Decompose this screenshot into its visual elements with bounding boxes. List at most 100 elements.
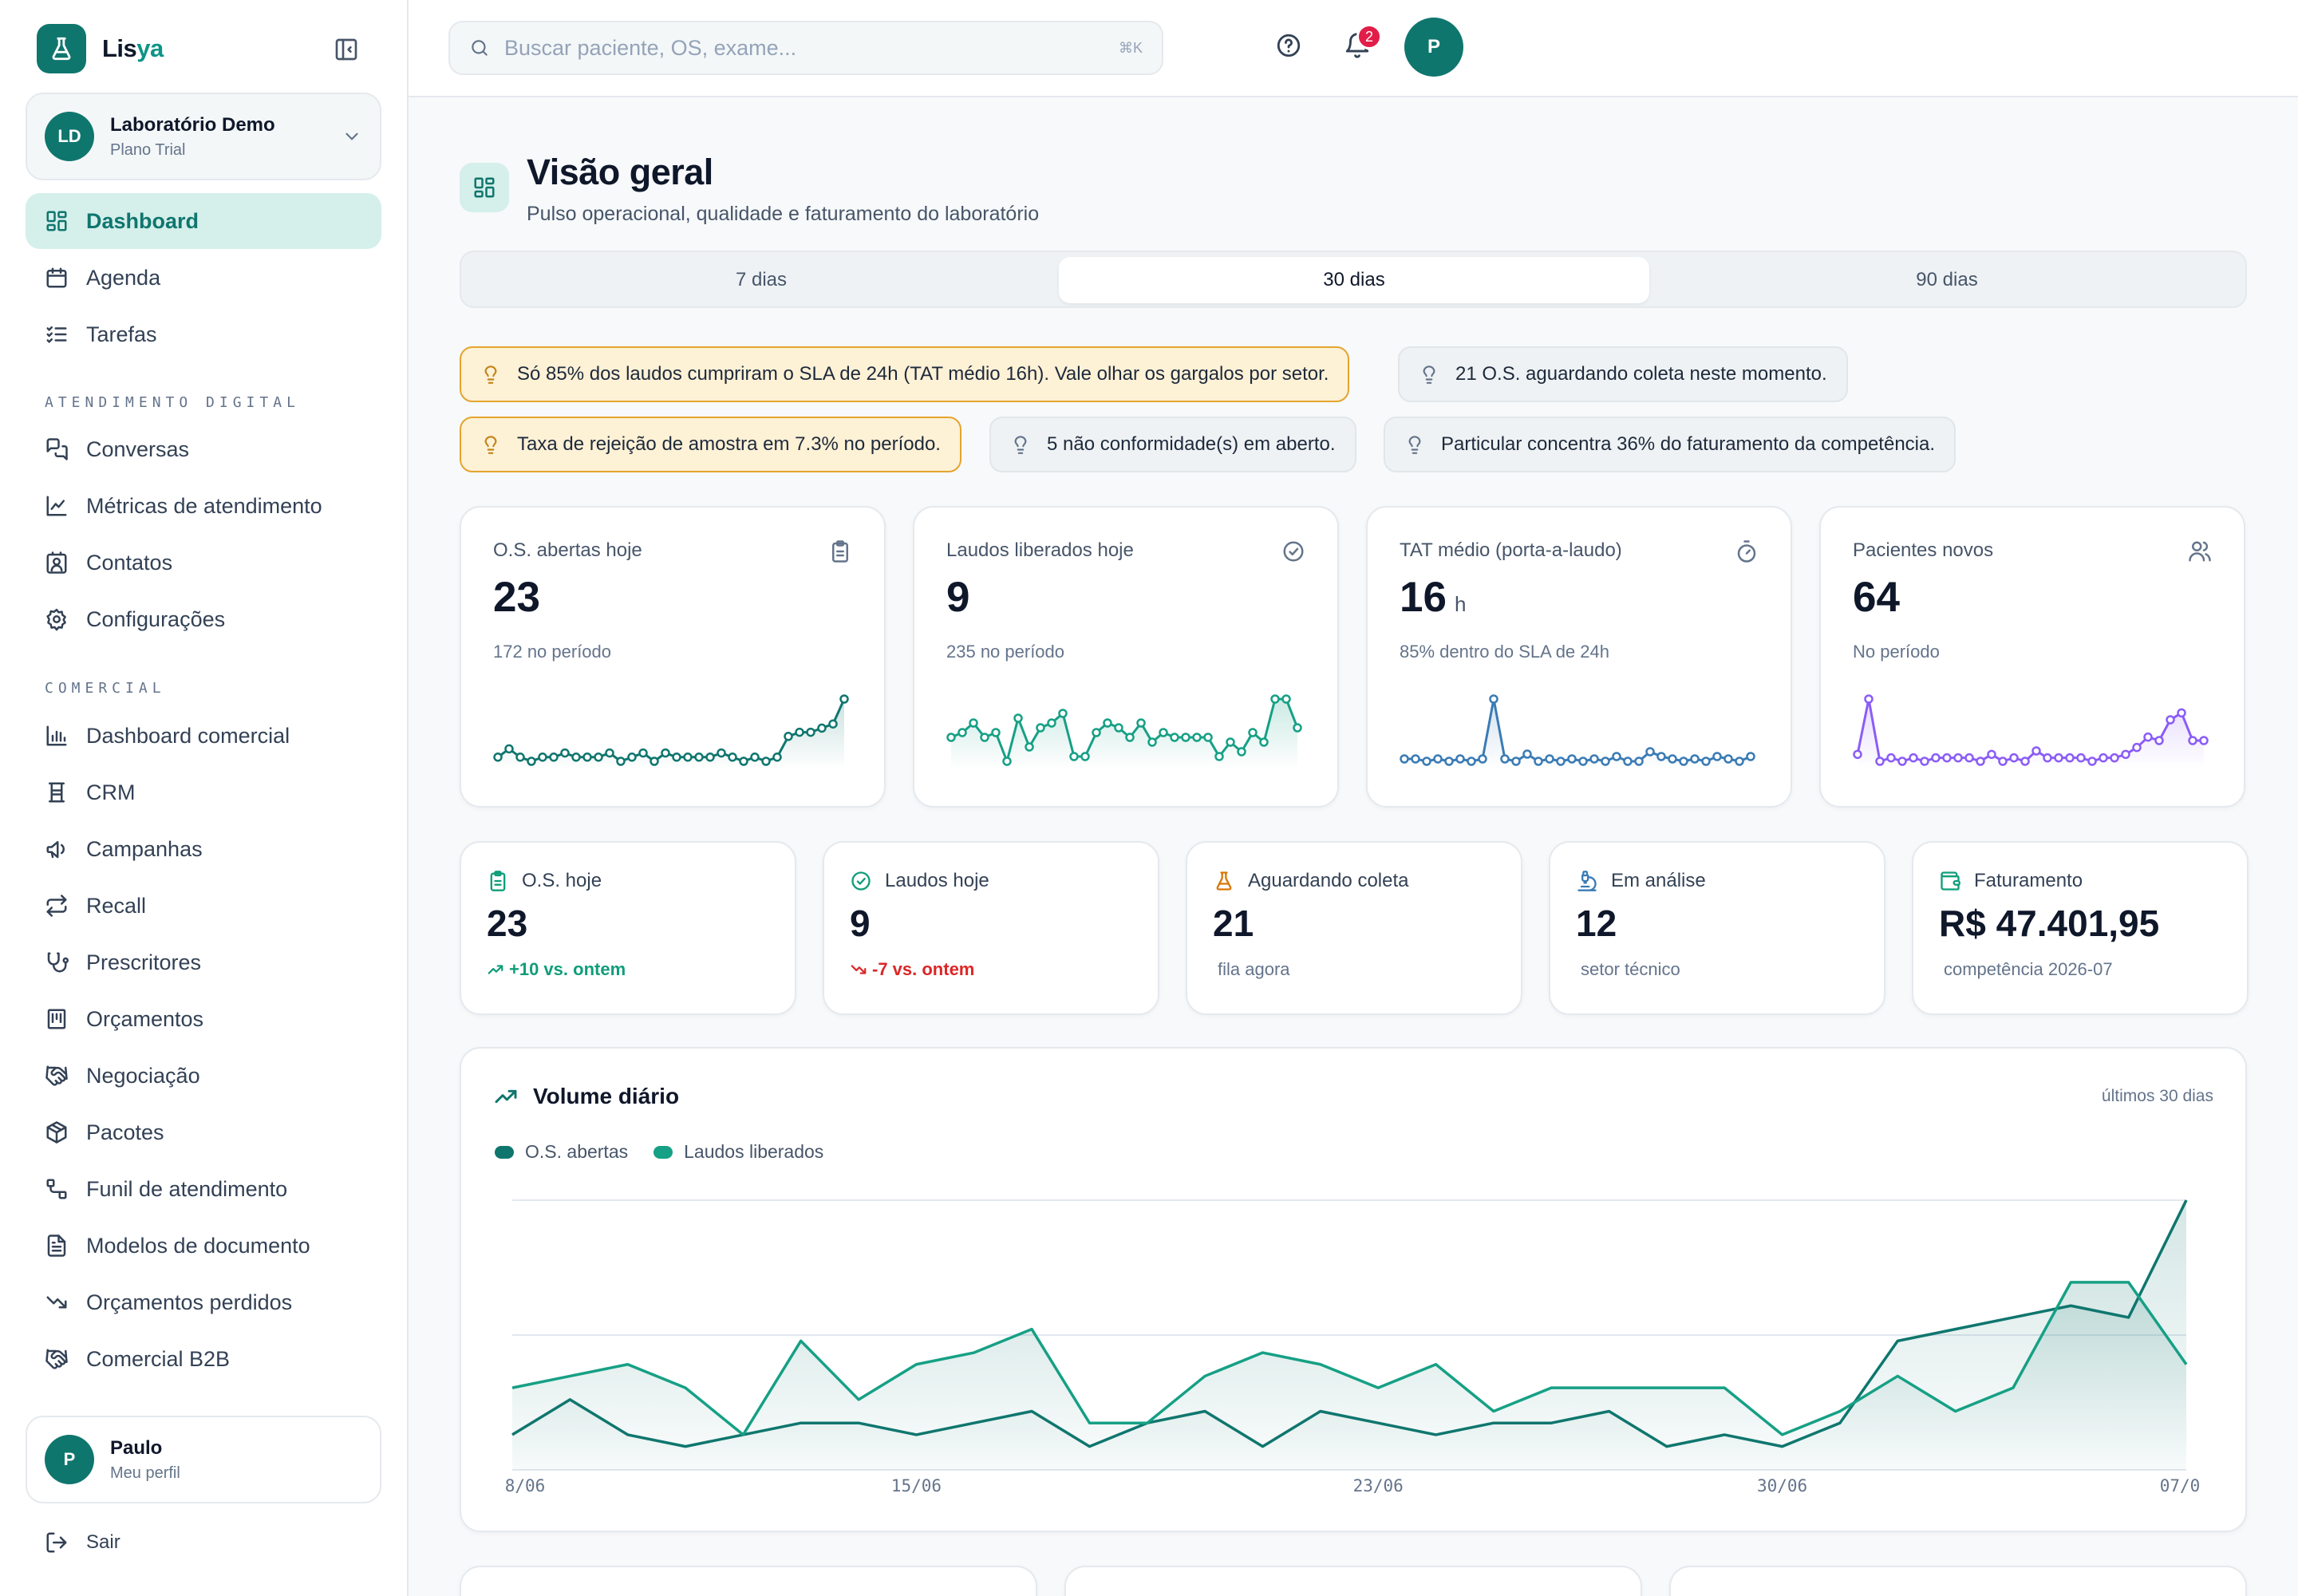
- sidebar-item-label: Dashboard: [86, 208, 199, 233]
- package-icon: [46, 1121, 67, 1144]
- sidebar-item-recall[interactable]: Recall: [26, 878, 381, 934]
- help-icon[interactable]: [1275, 32, 1302, 63]
- sidebar-item-agenda[interactable]: Agenda: [26, 250, 381, 306]
- sparkline-point: [1886, 753, 1896, 763]
- insight-alert-text: 21 O.S. aguardando coleta neste momento.: [1455, 363, 1827, 385]
- sparkline-point: [828, 719, 838, 729]
- insight-alert: Só 85% dos laudos cumpriram o SLA de 24h…: [460, 346, 1350, 402]
- kpi-value: 64: [1853, 574, 1900, 621]
- sparkline-point: [1293, 723, 1302, 733]
- insight-alert-text: Só 85% dos laudos cumpriram o SLA de 24h…: [517, 363, 1329, 385]
- users-icon: [2189, 541, 2211, 562]
- check-circle-icon: [1283, 541, 1304, 562]
- tab-30-dias[interactable]: 30 dias: [1059, 257, 1649, 303]
- sidebar-item-configuracoes[interactable]: Configurações: [26, 591, 381, 647]
- insight-alert-text: Particular concentra 36% do faturamento …: [1441, 433, 1936, 455]
- profile-card[interactable]: P Paulo Meu perfil: [26, 1416, 381, 1503]
- brand[interactable]: Lisya: [37, 24, 164, 73]
- org-switcher[interactable]: LD Laboratório Demo Plano Trial: [26, 93, 381, 180]
- checklist-icon: [46, 326, 67, 343]
- sparkline-point: [2154, 736, 2164, 745]
- sparkline-point: [683, 753, 693, 762]
- sparkline-point: [1931, 753, 1941, 763]
- sparkline-point: [1080, 752, 1090, 761]
- sidebar-item-label: Dashboard comercial: [86, 723, 290, 748]
- user-avatar[interactable]: P: [1404, 18, 1463, 77]
- insight-alert: 5 não conformidade(s) em aberto.: [989, 417, 1356, 472]
- sparkline-point: [1679, 757, 1688, 766]
- sidebar-item-orcamentos[interactable]: Orçamentos: [26, 991, 381, 1047]
- sidebar-item-metricas-de-atendimento[interactable]: Métricas de atendimento: [26, 478, 381, 534]
- contact-icon: [46, 551, 67, 574]
- sparkline-point: [1601, 757, 1610, 766]
- sparkline-point: [1422, 757, 1431, 766]
- sidebar-item-prescritores[interactable]: Prescritores: [26, 934, 381, 990]
- sidebar-item-comercial-b2b[interactable]: Comercial B2B: [26, 1331, 381, 1387]
- legend-item[interactable]: O.S. abertas: [495, 1141, 628, 1163]
- sparkline-point: [1724, 754, 1733, 764]
- chart-series-laudos-liberados: [511, 1281, 2188, 1436]
- sparkline-point: [694, 753, 704, 762]
- sidebar-item-conversas[interactable]: Conversas: [26, 421, 381, 477]
- sparkline-point: [1136, 718, 1146, 728]
- sidebar-item-contatos[interactable]: Contatos: [26, 535, 381, 591]
- sidebar-item-campanhas[interactable]: Campanhas: [26, 821, 381, 877]
- sparkline-point: [1634, 757, 1644, 766]
- bulb-icon: [1423, 365, 1435, 384]
- stat-card-aguardando-coleta: Aguardando coleta 21 fila agora: [1186, 841, 1522, 1015]
- insight-alert: Taxa de rejeição de amostra em 7.3% no p…: [460, 417, 961, 472]
- sparkline-point: [1897, 757, 1907, 766]
- logout-button[interactable]: Sair: [45, 1531, 120, 1555]
- sparkline-point: [627, 753, 637, 762]
- sparkline-point: [839, 694, 849, 704]
- collapse-sidebar-icon[interactable]: [334, 37, 359, 62]
- sparkline-point: [1964, 753, 1974, 763]
- volume-chart: [511, 1199, 2188, 1471]
- wallet-icon: [1941, 871, 1960, 891]
- sparkline-point: [2043, 753, 2052, 763]
- sparkline-point: [1181, 733, 1190, 742]
- sparkline-point: [1259, 737, 1269, 747]
- sparkline-point: [2054, 753, 2063, 763]
- stat-label: Laudos hoje: [885, 870, 989, 891]
- brand-name: Lisya: [102, 34, 164, 62]
- search-shortcut: ⌘K: [1118, 40, 1143, 56]
- sparkline-point: [1556, 757, 1566, 766]
- sidebar-item-modelos-de-documento[interactable]: Modelos de documento: [26, 1218, 381, 1274]
- tab-7-dias[interactable]: 7 dias: [735, 269, 788, 290]
- sparkline-point: [2020, 757, 2030, 766]
- bar-chart-icon: [46, 725, 67, 746]
- sidebar-item-funil-de-atendimento[interactable]: Funil de atendimento: [26, 1161, 381, 1217]
- sparkline-point: [1567, 754, 1577, 764]
- sparkline-point: [1103, 718, 1112, 728]
- sidebar-item-dashboard-comercial[interactable]: Dashboard comercial: [26, 708, 381, 764]
- sidebar-item-pacotes[interactable]: Pacotes: [26, 1104, 381, 1160]
- tab-90-dias[interactable]: 90 dias: [1916, 269, 1978, 290]
- sidebar-item-crm[interactable]: CRM: [26, 764, 381, 820]
- handshake-icon: [45, 1349, 68, 1369]
- sparkline-point: [1467, 757, 1476, 766]
- legend-item[interactable]: Laudos liberados: [653, 1141, 823, 1163]
- sparkline-point: [1203, 733, 1213, 742]
- sidebar-item-negociacao[interactable]: Negociação: [26, 1048, 381, 1104]
- sidebar-item-dashboard[interactable]: Dashboard: [26, 193, 381, 249]
- x-axis-tick-label: 30/06: [1756, 1476, 1808, 1495]
- stat-value: 12: [1576, 903, 1617, 944]
- sidebar-item-tarefas[interactable]: Tarefas: [26, 306, 381, 362]
- kpi-value: 9: [946, 574, 970, 621]
- search-input[interactable]: Buscar paciente, OS, exame... ⌘K: [448, 21, 1163, 75]
- kpi-sub: No período: [1853, 642, 1940, 662]
- sparkline-point: [1612, 752, 1621, 761]
- chevron-down-icon: [342, 126, 362, 151]
- org-name: Laboratório Demo: [110, 113, 275, 136]
- kpi-value: 23: [493, 574, 540, 621]
- chart-series-o-s-abertas: [511, 1199, 2188, 1448]
- sparkline-point: [1668, 754, 1677, 764]
- stat-card-faturamento: Faturamento R$ 47.401,95 competência 202…: [1912, 841, 2249, 1015]
- sparkline-point: [650, 757, 659, 766]
- profile-sub: Meu perfil: [110, 1464, 180, 1482]
- sparkline-point: [638, 748, 648, 758]
- sidebar-item-orcamentos-perdidos[interactable]: Orçamentos perdidos: [26, 1274, 381, 1330]
- sidebar-item-label: Prescritores: [86, 950, 202, 974]
- sparkline-point: [527, 757, 536, 766]
